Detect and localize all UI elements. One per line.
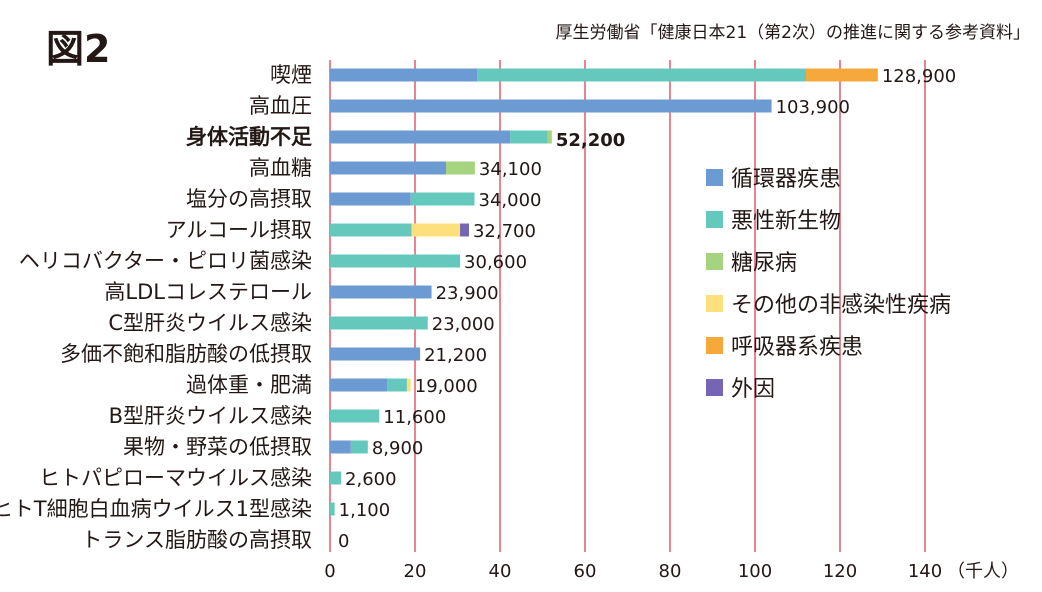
x-tick-label: 0 (324, 561, 335, 582)
bar-segment (330, 502, 335, 516)
legend-swatch (706, 169, 723, 186)
legend-entry: 呼吸器系疾患 (731, 335, 863, 360)
category-label: 高血圧 (249, 94, 312, 118)
legend-entry: その他の非感染性疾病 (731, 293, 951, 318)
data-label: 103,900 (776, 97, 850, 118)
bar-segment (411, 223, 461, 237)
figure-label: 図2 (46, 27, 111, 71)
bar-segment (387, 378, 407, 392)
bar-segment (330, 285, 432, 299)
bar-segment (350, 440, 368, 454)
data-label: 23,900 (436, 283, 499, 304)
category-label: ヘリコバクター・ピロリ菌感染 (19, 249, 312, 273)
data-label: 8,900 (372, 438, 424, 459)
data-label: 1,100 (339, 500, 391, 521)
data-label: 30,600 (464, 252, 527, 273)
data-label: 34,000 (479, 190, 542, 211)
bar-segment (460, 223, 469, 237)
bar-segment (806, 68, 878, 82)
data-label: 19,000 (415, 376, 478, 397)
x-tick-label: 140 (908, 561, 942, 582)
x-unit-label: （千人） (947, 561, 1019, 582)
bar-segment (330, 254, 461, 268)
data-label: 11,600 (383, 407, 446, 428)
data-label: 32,700 (473, 221, 536, 242)
legend-entry: 外因 (731, 377, 775, 402)
category-label: 身体活動不足 (186, 125, 312, 149)
category-label: 果物・野菜の低摂取 (123, 435, 312, 459)
bar-segment (330, 471, 342, 485)
bar-segment (406, 378, 411, 392)
category-label: C型肝炎ウイルス感染 (108, 311, 312, 335)
category-label: B型肝炎ウイルス感染 (109, 404, 312, 428)
category-label: 塩分の高摂取 (186, 187, 312, 211)
x-tick-label: 40 (489, 561, 512, 582)
category-label: アルコール摂取 (166, 218, 312, 242)
bar-segment (330, 68, 478, 82)
bar-segment (330, 347, 421, 361)
data-label: 52,200 (556, 130, 625, 151)
bar-segment (330, 130, 511, 144)
bar-segment (510, 130, 548, 144)
category-label: ヒトT細胞白血病ウイルス1型感染 (0, 497, 312, 521)
bar-segment (547, 130, 552, 144)
category-label: ヒトパピローマウイルス感染 (39, 466, 312, 490)
category-label: 高LDLコレステロール (104, 280, 312, 304)
category-label: 高血糖 (249, 156, 312, 180)
data-label: 0 (338, 531, 349, 552)
bar-segment (330, 378, 388, 392)
bar-segment (330, 192, 411, 206)
legend-entry: 糖尿病 (731, 251, 797, 276)
data-label: 2,600 (345, 469, 397, 490)
category-label: 過体重・肥満 (186, 373, 312, 397)
bar-segment (330, 316, 428, 330)
x-tick-label: 80 (659, 561, 682, 582)
bar-segment (330, 409, 380, 423)
x-tick-label: 20 (404, 561, 427, 582)
legend-swatch (706, 337, 723, 354)
category-label: 多価不飽和脂肪酸の低摂取 (60, 342, 312, 366)
legend-entry: 循環器疾患 (731, 167, 841, 192)
data-label: 23,000 (432, 314, 495, 335)
data-label: 21,200 (424, 345, 487, 366)
legend-swatch (706, 253, 723, 270)
bar-segment (410, 192, 475, 206)
bar-segment (330, 99, 772, 113)
category-label: 喫煙 (270, 63, 312, 87)
legend-swatch (706, 379, 723, 396)
source-citation: 厚生労働省「健康日本21（第2次）の推進に関する参考資料」 (555, 23, 1030, 43)
x-tick-label: 60 (574, 561, 597, 582)
x-tick-label: 120 (823, 561, 857, 582)
legend-swatch (706, 295, 723, 312)
bar-segment (330, 223, 412, 237)
legend-entry: 悪性新生物 (731, 209, 841, 234)
category-label: トランス脂肪酸の高摂取 (81, 528, 312, 552)
data-label: 128,900 (882, 66, 956, 87)
bar-segment (330, 161, 447, 175)
x-tick-label: 100 (738, 561, 772, 582)
bar-segment (330, 440, 351, 454)
bar-segment (446, 161, 475, 175)
data-label: 34,100 (479, 159, 542, 180)
legend-swatch (706, 211, 723, 228)
bar-segment (477, 68, 806, 82)
